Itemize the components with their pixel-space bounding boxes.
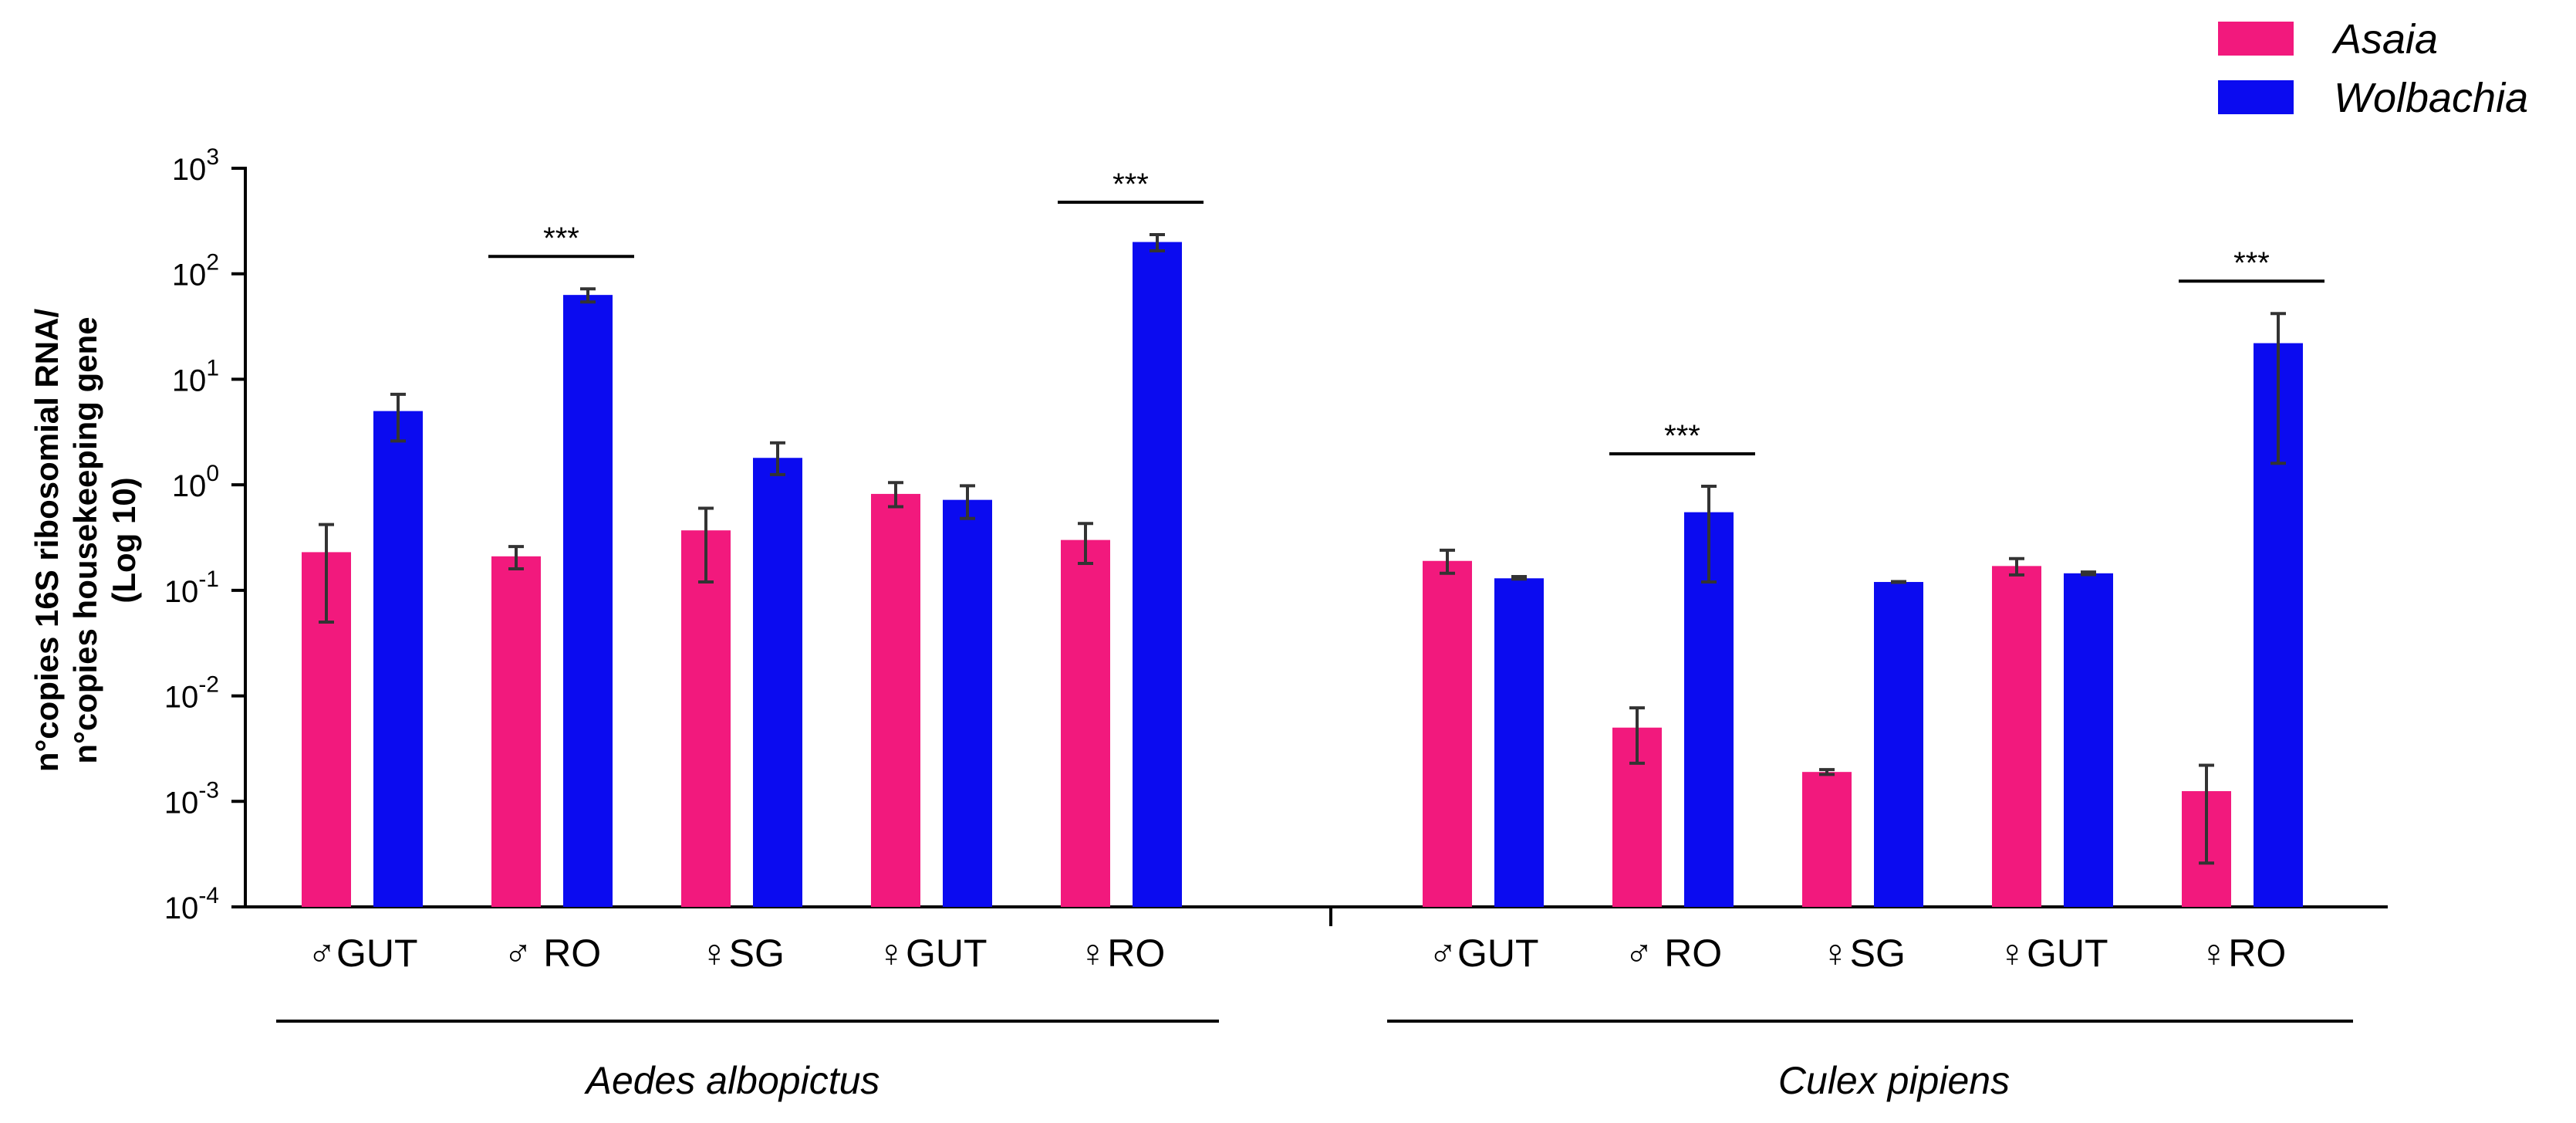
y-tick-exponent: -4 [198, 883, 219, 908]
category-label: ♂GUT [1428, 932, 1538, 975]
y-tick-label: 10-2 [164, 672, 219, 715]
x-axis [245, 905, 2388, 926]
bar-asaia [1992, 566, 2041, 907]
y-axis-label-line-1: n°copies 16S ribosomial RNA/ [29, 309, 65, 773]
category-label: ♀RO [1079, 932, 1166, 975]
bar-asaia [1423, 560, 1472, 907]
y-tick-exponent: -1 [198, 567, 219, 592]
category-label: ♀GUT [1997, 932, 2108, 975]
y-tick-label: 101 [172, 355, 219, 397]
bar-asaia [681, 530, 731, 907]
significance-label: *** [1664, 419, 1700, 453]
significance-label: *** [2233, 246, 2270, 280]
y-tick-label: 103 [172, 144, 219, 187]
category-label: ♂GUT [307, 932, 417, 975]
group-label: Aedes albopictus [584, 1059, 880, 1102]
legend-label-asaia: Asaia [2331, 16, 2438, 63]
legend-label-wolbachia: Wolbachia [2334, 75, 2528, 121]
bar-wolbachia [1874, 582, 1923, 907]
bar-wolbachia [943, 499, 992, 907]
category-label: ♀GUT [876, 932, 987, 975]
y-tick-exponent: -3 [198, 777, 219, 803]
category-label: ♀SG [700, 932, 785, 975]
legend: Asaia Wolbachia [2218, 16, 2528, 121]
y-tick-label: 10-3 [164, 777, 219, 820]
y-tick-exponent: 0 [206, 461, 219, 486]
bar-wolbachia [1133, 242, 1182, 907]
bar-wolbachia [753, 458, 802, 907]
y-axis-label-line-3: (Log 10) [106, 477, 142, 603]
y-tick-label: 10-1 [164, 567, 219, 609]
significance-layer: *** *** *** *** [488, 167, 2324, 455]
bar-asaia [1802, 772, 1852, 907]
group-label: Culex pipiens [1778, 1059, 2010, 1102]
group-labels: Aedes albopictus Culex pipiens [276, 1020, 2353, 1102]
y-tick-label: 10-4 [164, 883, 219, 925]
bar-wolbachia [373, 411, 423, 907]
bar-asaia [1061, 540, 1110, 907]
y-tick-label: 100 [172, 461, 219, 503]
y-axis-label-line-2: n°copies housekeeping gene [67, 316, 103, 763]
category-labels: ♂GUT ♂ RO ♀SG ♀GUT ♀RO ♂GUT ♂ RO ♀SG ♀GUT ♀RO [307, 932, 2286, 975]
significance-label: *** [543, 222, 579, 255]
bar-asaia [491, 556, 541, 907]
y-tick-exponent: 2 [206, 250, 219, 276]
y-tick-label: 102 [172, 250, 219, 293]
legend-swatch-wolbachia [2218, 80, 2294, 114]
bar-asaia [871, 493, 920, 907]
y-tick-exponent: 3 [206, 144, 219, 170]
legend-swatch-asaia [2218, 22, 2294, 56]
y-axis-label: n°copies 16S ribosomial RNA/ n°copies ho… [29, 309, 142, 773]
category-label: ♀RO [2200, 932, 2287, 975]
category-label: ♂ RO [1625, 932, 1722, 975]
category-label: ♂ RO [504, 932, 601, 975]
bar-wolbachia [2064, 573, 2113, 907]
bars-layer [302, 242, 2303, 907]
bar-wolbachia [563, 295, 613, 907]
y-tick-exponent: -2 [198, 672, 219, 698]
y-tick-exponent: 1 [206, 355, 219, 381]
category-label: ♀SG [1821, 932, 1906, 975]
error-bars-layer [319, 232, 2286, 865]
bar-wolbachia [1494, 578, 1544, 907]
significance-label: *** [1112, 167, 1149, 201]
